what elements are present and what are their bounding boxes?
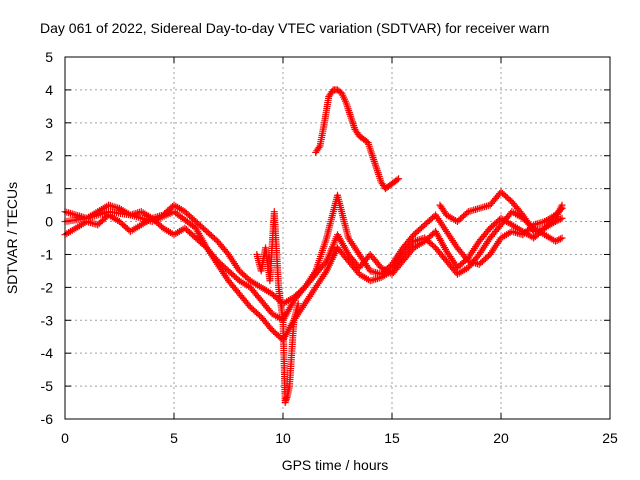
data-point — [552, 237, 559, 245]
x-tick-label: 20 — [493, 430, 509, 446]
series-track-b — [61, 208, 566, 344]
y-tick-label: -4 — [41, 345, 54, 361]
y-tick-label: 2 — [45, 148, 53, 164]
data-point — [393, 176, 401, 184]
y-tick-label: 3 — [45, 115, 53, 131]
y-tick-label: 1 — [45, 181, 53, 197]
data-point — [556, 235, 564, 243]
y-tick-label: -1 — [41, 246, 54, 262]
data-point — [395, 175, 403, 183]
plot-frame — [64, 56, 611, 420]
data-point — [558, 201, 566, 209]
data-point — [555, 236, 563, 244]
data-point — [553, 236, 561, 244]
data-point — [556, 215, 564, 223]
x-tick-label: 25 — [602, 430, 618, 446]
x-axis-label: GPS time / hours — [282, 457, 389, 473]
y-tick-label: -3 — [41, 312, 54, 328]
series-track-c — [61, 208, 566, 324]
series-track-e — [436, 188, 566, 235]
x-tick-label: 15 — [384, 430, 400, 446]
x-tick-label: 10 — [275, 430, 291, 446]
x-tick-label: 0 — [61, 430, 69, 446]
y-tick-label: -5 — [41, 378, 54, 394]
y-tick-label: -6 — [41, 411, 54, 427]
chart-title: Day 061 of 2022, Sidereal Day-to-day VTE… — [40, 20, 549, 36]
data-point — [558, 214, 566, 222]
x-tick-label: 5 — [170, 430, 178, 446]
axis-ticks: 0 5 10 15 20 25 -6 -5 -4 -3 -2 -1 0 1 2 3 4 5 — [41, 49, 618, 446]
data-point — [558, 234, 566, 242]
data-point — [321, 259, 329, 267]
data-point — [294, 300, 302, 308]
data-points — [61, 86, 566, 407]
y-tick-label: -2 — [41, 279, 54, 295]
y-axis-label: SDTVAR / TECUs — [4, 182, 20, 294]
series-arc-d — [312, 86, 403, 193]
series-spike-f — [253, 208, 302, 407]
data-point — [315, 144, 323, 151]
y-tick-label: 0 — [45, 214, 53, 230]
y-tick-label: 4 — [45, 82, 53, 98]
y-tick-label: 5 — [45, 49, 53, 65]
